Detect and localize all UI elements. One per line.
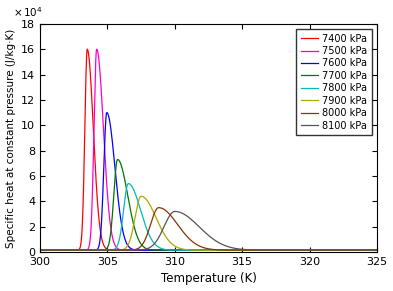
8100 kPa xyxy=(287,249,292,252)
7700 kPa xyxy=(287,249,292,252)
8000 kPa xyxy=(160,207,164,210)
7600 kPa xyxy=(287,249,292,252)
7400 kPa xyxy=(85,47,90,51)
7600 kPa xyxy=(160,249,164,252)
7500 kPa xyxy=(375,249,379,252)
8000 kPa xyxy=(38,249,42,252)
7500 kPa xyxy=(305,249,310,252)
7400 kPa xyxy=(305,249,310,252)
Line: 7500 kPa: 7500 kPa xyxy=(40,49,377,250)
7500 kPa xyxy=(287,249,292,252)
8000 kPa xyxy=(156,206,161,210)
7900 kPa xyxy=(375,249,379,252)
7400 kPa xyxy=(38,249,42,252)
Line: 7400 kPa: 7400 kPa xyxy=(40,49,377,250)
8100 kPa xyxy=(305,249,310,252)
8100 kPa xyxy=(55,249,59,252)
8000 kPa xyxy=(55,249,59,252)
7500 kPa xyxy=(55,249,59,252)
7800 kPa xyxy=(305,249,310,252)
7900 kPa xyxy=(38,249,42,252)
8100 kPa xyxy=(38,249,42,252)
7600 kPa xyxy=(55,249,59,252)
8100 kPa xyxy=(173,210,177,213)
7700 kPa xyxy=(375,249,379,252)
7900 kPa xyxy=(287,249,292,252)
7600 kPa xyxy=(375,249,379,252)
7700 kPa xyxy=(115,158,120,161)
7400 kPa xyxy=(237,249,242,252)
8100 kPa xyxy=(160,229,164,233)
7500 kPa xyxy=(252,249,257,252)
7500 kPa xyxy=(94,47,99,51)
Y-axis label: Specific heat at constant pressure (J/kg·K): Specific heat at constant pressure (J/kg… xyxy=(6,28,16,248)
7900 kPa xyxy=(252,249,257,252)
Line: 7900 kPa: 7900 kPa xyxy=(40,196,377,250)
Line: 7600 kPa: 7600 kPa xyxy=(40,113,377,250)
7600 kPa xyxy=(305,249,310,252)
7800 kPa xyxy=(287,249,292,252)
7600 kPa xyxy=(237,249,242,252)
Line: 7800 kPa: 7800 kPa xyxy=(40,184,377,250)
7600 kPa xyxy=(252,249,257,252)
8000 kPa xyxy=(287,249,292,252)
Line: 7700 kPa: 7700 kPa xyxy=(40,159,377,250)
7500 kPa xyxy=(38,249,42,252)
8100 kPa xyxy=(237,247,242,251)
7900 kPa xyxy=(160,228,164,232)
7800 kPa xyxy=(126,182,131,185)
7600 kPa xyxy=(38,249,42,252)
8000 kPa xyxy=(252,249,257,252)
7800 kPa xyxy=(237,249,242,252)
7500 kPa xyxy=(160,249,164,252)
7700 kPa xyxy=(160,249,164,252)
7700 kPa xyxy=(38,249,42,252)
8000 kPa xyxy=(305,249,310,252)
7400 kPa xyxy=(287,249,292,252)
7700 kPa xyxy=(252,249,257,252)
7900 kPa xyxy=(139,194,143,198)
7400 kPa xyxy=(252,249,257,252)
7500 kPa xyxy=(237,249,242,252)
7400 kPa xyxy=(375,249,379,252)
7900 kPa xyxy=(305,249,310,252)
7800 kPa xyxy=(375,249,379,252)
7400 kPa xyxy=(55,249,59,252)
X-axis label: Temperature (K): Temperature (K) xyxy=(161,272,256,285)
7900 kPa xyxy=(237,249,242,252)
8000 kPa xyxy=(237,249,242,252)
8000 kPa xyxy=(375,249,379,252)
7800 kPa xyxy=(252,249,257,252)
Legend: 7400 kPa, 7500 kPa, 7600 kPa, 7700 kPa, 7800 kPa, 7900 kPa, 8000 kPa, 8100 kPa: 7400 kPa, 7500 kPa, 7600 kPa, 7700 kPa, … xyxy=(296,29,372,135)
8100 kPa xyxy=(375,249,379,252)
Line: 8000 kPa: 8000 kPa xyxy=(40,208,377,250)
7700 kPa xyxy=(305,249,310,252)
7400 kPa xyxy=(160,249,164,252)
7600 kPa xyxy=(105,111,109,114)
Text: $\times\,10^4$: $\times\,10^4$ xyxy=(13,6,43,19)
7800 kPa xyxy=(160,247,164,251)
Line: 8100 kPa: 8100 kPa xyxy=(40,212,377,250)
7800 kPa xyxy=(55,249,59,252)
7900 kPa xyxy=(55,249,59,252)
7800 kPa xyxy=(38,249,42,252)
8100 kPa xyxy=(252,248,257,252)
7700 kPa xyxy=(237,249,242,252)
7700 kPa xyxy=(55,249,59,252)
